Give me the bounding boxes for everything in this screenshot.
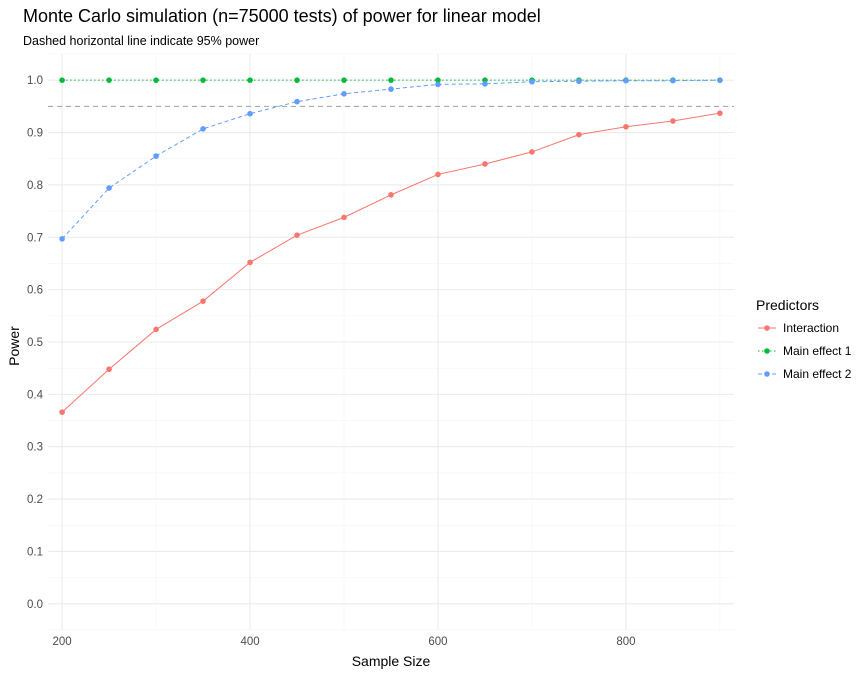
- legend: Predictors Interaction Main effect 1 Main …: [756, 297, 852, 381]
- x-tick-label: 800: [616, 636, 635, 648]
- data-point-interaction: [106, 366, 112, 373]
- data-point-interaction: [59, 409, 65, 415]
- y-tick-label: 0.2: [27, 494, 43, 506]
- data-point-main-effect-1: [200, 77, 206, 83]
- data-point-main-effect-2: [623, 77, 629, 84]
- legend-key-point-interaction: [764, 325, 770, 331]
- data-point-main-effect-2: [482, 81, 488, 87]
- data-point-interaction: [294, 232, 300, 238]
- legend-label-main-effect-2: Main effect 2: [783, 367, 852, 381]
- data-point-interaction: [670, 118, 676, 124]
- data-point-main-effect-2: [717, 77, 723, 83]
- data-point-interaction: [200, 298, 206, 304]
- legend-label-interaction: Interaction: [783, 321, 839, 335]
- data-point-main-effect-1: [106, 77, 112, 83]
- y-tick-label: 0.4: [27, 389, 44, 401]
- data-point-main-effect-2: [529, 78, 535, 85]
- data-point-main-effect-2: [294, 98, 300, 105]
- data-point-interaction: [247, 259, 253, 266]
- data-point-main-effect-2: [106, 185, 112, 191]
- data-point-main-effect-1: [341, 77, 347, 83]
- x-tick-label: 400: [240, 636, 259, 648]
- data-point-main-effect-2: [670, 77, 676, 84]
- series-line-interaction: [61, 112, 720, 413]
- series-line-main-effect-2: [61, 79, 720, 240]
- data-point-main-effect-1: [294, 77, 300, 83]
- chart-subtitle: Dashed horizontal line indicate 95% powe…: [23, 34, 259, 48]
- data-point-interaction: [717, 110, 723, 116]
- data-point-main-effect-1: [59, 77, 65, 83]
- x-tick-label: 600: [428, 636, 447, 648]
- x-tick-labels: 200 400 600 800: [53, 636, 636, 648]
- series-group: [59, 77, 723, 415]
- data-point-main-effect-2: [247, 110, 253, 117]
- data-point-main-effect-2: [388, 86, 394, 92]
- data-point-interaction: [576, 131, 582, 138]
- data-point-main-effect-2: [153, 153, 159, 159]
- data-point-main-effect-2: [59, 236, 65, 242]
- y-tick-label: 0.5: [27, 337, 43, 349]
- legend-key-point-main-effect-2: [764, 371, 770, 377]
- y-tick-label: 0.6: [27, 285, 43, 297]
- legend-label-main-effect-1: Main effect 1: [783, 344, 852, 358]
- data-point-main-effect-1: [435, 77, 441, 83]
- data-point-main-effect-1: [153, 77, 159, 83]
- y-tick-labels: 0.0 0.1 0.2 0.3 0.4 0.5 0.6 0.7 0.8 0.9 1.0: [27, 75, 44, 611]
- y-axis-title: Power: [6, 326, 22, 366]
- data-point-main-effect-1: [388, 77, 394, 83]
- data-point-interaction: [435, 171, 441, 178]
- chart-title: Monte Carlo simulation (n=75000 tests) o…: [23, 6, 541, 26]
- data-point-interaction: [482, 161, 488, 167]
- y-tick-label: 1.0: [27, 75, 43, 87]
- data-point-main-effect-2: [341, 90, 347, 97]
- legend-title: Predictors: [756, 297, 819, 313]
- data-point-main-effect-2: [576, 78, 582, 85]
- data-point-interaction: [529, 149, 535, 155]
- x-tick-label: 200: [53, 636, 72, 648]
- data-point-main-effect-2: [200, 126, 206, 132]
- y-tick-label: 0.3: [27, 442, 43, 454]
- y-tick-label: 0.9: [27, 128, 43, 140]
- x-axis-title: Sample Size: [352, 653, 431, 669]
- data-point-main-effect-2: [435, 81, 441, 88]
- y-tick-label: 0.1: [27, 546, 43, 558]
- legend-key-point-main-effect-1: [764, 348, 770, 354]
- data-point-interaction: [341, 214, 347, 221]
- data-point-interaction: [153, 326, 159, 333]
- grid-lines: [48, 53, 734, 631]
- data-point-main-effect-1: [247, 77, 253, 83]
- y-tick-label: 0.0: [27, 599, 43, 611]
- y-tick-label: 0.8: [27, 180, 43, 192]
- y-tick-label: 0.7: [27, 232, 43, 244]
- data-point-interaction: [623, 123, 629, 130]
- data-point-interaction: [388, 192, 394, 198]
